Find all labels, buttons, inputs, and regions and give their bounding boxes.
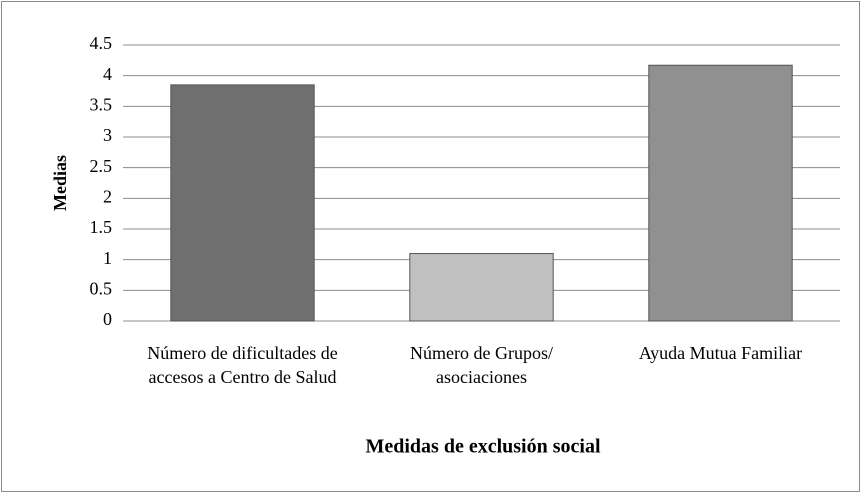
y-tick-label: 4 [103, 64, 112, 84]
bar [409, 253, 554, 322]
y-tick-label: 0 [103, 309, 112, 329]
y-tick-label: 3 [103, 125, 112, 145]
x-tick-label: Número de dificultades de accesos a Cent… [147, 343, 338, 387]
bar [648, 64, 793, 322]
y-tick-label: 2 [103, 186, 112, 206]
x-tick-label: Número de Grupos/ asociaciones [410, 343, 553, 387]
y-tick-label: 4.5 [90, 33, 113, 53]
y-tick-label: 0.5 [90, 278, 113, 298]
x-tick-label: Ayuda Mutua Familiar [638, 343, 803, 363]
x-axis-title: Medidas de exclusión social [365, 436, 600, 458]
y-tick-label: 1 [103, 248, 112, 268]
bar [170, 84, 315, 322]
y-tick-label: 3.5 [90, 94, 113, 114]
y-tick-label: 2.5 [90, 156, 113, 176]
y-axis-title: Medias [50, 155, 70, 211]
y-tick-label: 1.5 [90, 217, 113, 237]
